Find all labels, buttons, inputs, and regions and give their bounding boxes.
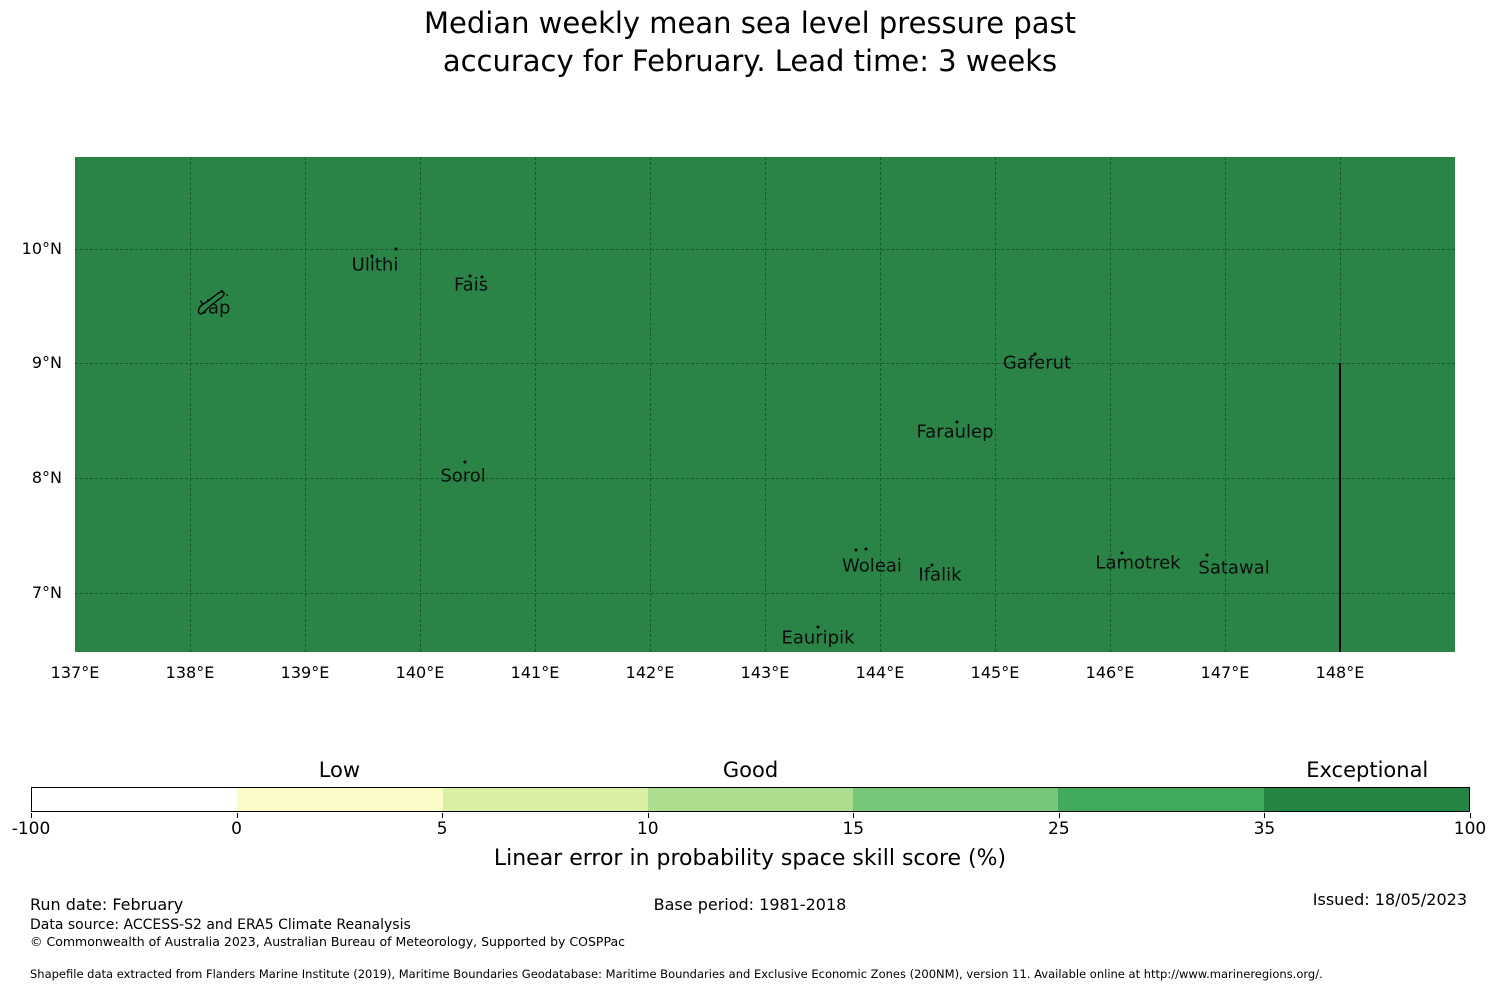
island-label: Woleai xyxy=(842,555,902,577)
gridline-vertical xyxy=(420,157,421,652)
shapefile-note-text: Shapefile data extracted from Flanders M… xyxy=(30,967,1323,981)
colorbar-tick xyxy=(236,813,238,818)
gridline-horizontal xyxy=(75,249,1455,251)
island-dot xyxy=(370,254,374,258)
colorbar-category-label: Good xyxy=(722,758,779,782)
colorbar-category-label: Exceptional xyxy=(1306,758,1429,782)
base-period-text: Base period: 1981-2018 xyxy=(653,895,847,914)
x-tick-label: 138°E xyxy=(165,663,215,682)
x-tick-label: 144°E xyxy=(855,663,905,682)
x-tick-label: 137°E xyxy=(50,663,100,682)
colorbar-tick-label: 0 xyxy=(231,819,242,839)
colorbar-tick xyxy=(31,813,32,818)
x-tick-label: 139°E xyxy=(280,663,330,682)
island-dot xyxy=(463,460,467,464)
gridline-horizontal xyxy=(75,478,1455,479)
x-tick-label: 140°E xyxy=(395,663,445,682)
colorbar-segment xyxy=(237,788,443,811)
gridline-vertical xyxy=(535,157,536,652)
gridline-horizontal xyxy=(75,363,1455,365)
y-tick-label: 8°N xyxy=(31,468,62,487)
colorbar-segment xyxy=(32,788,238,811)
gridline-vertical xyxy=(650,157,651,652)
data-source-text: Data source: ACCESS-S2 and ERA5 Climate … xyxy=(30,917,411,933)
island-label: Gaferut xyxy=(1002,352,1072,374)
colorbar-tick xyxy=(853,813,855,818)
island-label: Fais xyxy=(453,274,489,296)
colorbar-tick-label: 10 xyxy=(636,819,659,839)
x-tick-label: 145°E xyxy=(970,663,1020,682)
island-dot xyxy=(864,547,868,551)
colorbar-segment xyxy=(647,788,854,811)
gridline-vertical xyxy=(880,157,881,652)
island-label: Sorol xyxy=(440,465,486,487)
gridline-vertical xyxy=(995,157,996,652)
island-dot xyxy=(930,563,934,567)
eez-boundary-line xyxy=(1338,363,1341,652)
colorbar-tick xyxy=(1058,813,1060,818)
x-tick-label: 143°E xyxy=(740,663,790,682)
island-label: Satawal xyxy=(1198,557,1270,579)
colorbar-tick xyxy=(1470,813,1471,818)
island-dot xyxy=(468,274,472,278)
colorbar-axis-label: Linear error in probability space skill … xyxy=(493,846,1007,871)
copyright-text: © Commonwealth of Australia 2023, Austra… xyxy=(30,934,625,949)
x-tick-label: 141°E xyxy=(510,663,560,682)
x-tick-label: 147°E xyxy=(1200,663,1250,682)
chart-title-line1: Median weekly mean sea level pressure pa… xyxy=(423,6,1077,40)
colorbar-tick xyxy=(647,813,649,818)
island-dot xyxy=(1205,553,1209,557)
chart-title: Median weekly mean sea level pressure pa… xyxy=(0,4,1500,80)
island-dot xyxy=(394,247,398,251)
run-date-text: Run date: February xyxy=(30,895,184,914)
colorbar-category-label: Low xyxy=(318,758,361,782)
yap-islands-outline xyxy=(193,286,233,324)
gridline-vertical xyxy=(765,157,766,652)
colorbar-segment xyxy=(1263,788,1469,811)
colorbar-tick-label: 15 xyxy=(842,819,865,839)
colorbar-tick-label: 35 xyxy=(1253,819,1276,839)
island-dot xyxy=(1120,551,1124,555)
gridline-horizontal xyxy=(75,592,1455,594)
y-tick-label: 7°N xyxy=(31,582,62,602)
island-dot xyxy=(854,548,858,552)
colorbar-segment xyxy=(1058,788,1264,811)
gridline-vertical xyxy=(305,157,306,652)
gridline-vertical xyxy=(1225,157,1226,652)
y-tick-label: 9°N xyxy=(31,353,62,373)
gridline-vertical xyxy=(1110,157,1111,652)
colorbar-tick xyxy=(442,813,444,818)
colorbar-tick-label: 25 xyxy=(1048,819,1070,839)
colorbar-tick-label: 5 xyxy=(436,819,448,839)
colorbar-segment xyxy=(442,788,648,811)
island-dot xyxy=(955,420,959,424)
island-dot xyxy=(1033,352,1037,356)
island-label: Lamotrek xyxy=(1095,552,1181,574)
chart-title-line2: accuracy for February. Lead time: 3 week… xyxy=(442,44,1058,78)
colorbar-tick-label: -100 xyxy=(11,819,51,839)
colorbar-tick xyxy=(1264,813,1266,818)
island-label: Faraulep xyxy=(916,421,994,443)
map-area: Yap Ulithi Fais Sorol Gaferut Faraulep Woleai I… xyxy=(75,157,1455,652)
island-dot xyxy=(480,275,484,279)
island-dot xyxy=(816,625,820,629)
gridline-vertical xyxy=(190,157,191,652)
colorbar-segment xyxy=(853,788,1059,811)
colorbar-tick-label: 100 xyxy=(1453,819,1487,839)
island-label: Ifalik xyxy=(918,564,962,586)
y-tick-label: 10°N xyxy=(21,239,62,259)
issued-date-text: Issued: 18/05/2023 xyxy=(1312,890,1467,909)
colorbar xyxy=(31,787,1470,812)
x-tick-label: 142°E xyxy=(625,663,675,682)
x-tick-label: 148°E xyxy=(1315,663,1365,682)
x-tick-label: 146°E xyxy=(1085,663,1135,682)
island-label: Eauripik xyxy=(781,627,855,649)
island-label: Ulithi xyxy=(351,254,399,276)
